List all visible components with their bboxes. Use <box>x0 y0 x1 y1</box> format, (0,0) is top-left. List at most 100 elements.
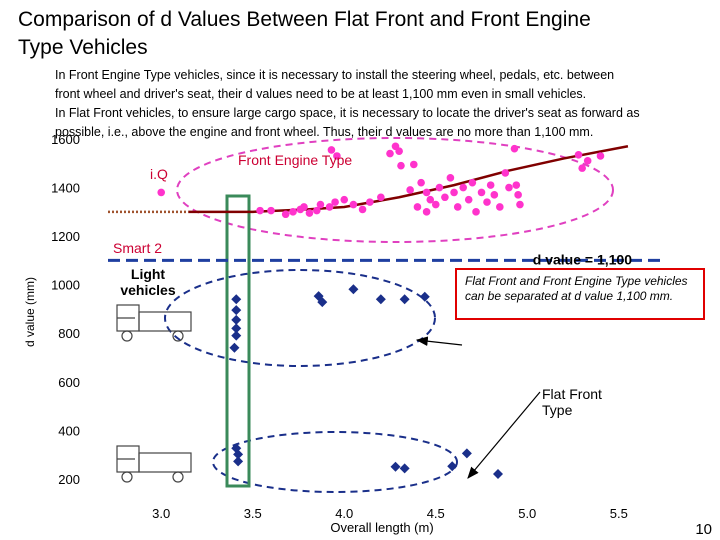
x-tick-label: 3.5 <box>244 506 262 521</box>
page-number: 10 <box>695 521 712 538</box>
circle-point <box>331 198 339 206</box>
y-tick-label: 800 <box>58 326 80 341</box>
title-line: Comparison of d Values Between Flat Fron… <box>18 8 591 31</box>
circle-point <box>490 191 499 199</box>
truck-icon <box>116 445 192 483</box>
circle-point <box>316 200 325 209</box>
y-tick-label: 1200 <box>51 229 80 244</box>
circle-point <box>422 208 431 216</box>
diamond-point <box>399 294 410 305</box>
front-engine-ellipse <box>176 137 614 243</box>
circle-point <box>583 157 592 165</box>
circle-point <box>406 186 414 194</box>
diamond-point <box>231 294 242 305</box>
diamond-point <box>233 456 244 467</box>
circle-point <box>327 146 336 154</box>
circle-point <box>426 195 435 204</box>
diamond-point <box>447 461 458 472</box>
diamond-point <box>492 469 503 480</box>
paragraph-line: front wheel and driver's seat, their d v… <box>55 87 586 101</box>
circle-point <box>464 195 473 204</box>
y-tick-label: 1000 <box>51 278 80 293</box>
circle-point <box>512 181 521 189</box>
circle-point <box>325 203 334 211</box>
y-tick-label: 1600 <box>51 132 80 147</box>
circle-point <box>397 161 405 170</box>
circle-point <box>340 195 349 204</box>
annotation: Flat Front Type <box>542 386 602 418</box>
y-tick-label: 400 <box>58 423 80 438</box>
y-tick-label: 1400 <box>51 181 80 196</box>
slide-title-cont: Type Vehicles <box>18 36 148 59</box>
circle-point <box>409 160 418 169</box>
circle-point <box>435 183 444 192</box>
circle-point <box>472 208 480 216</box>
circle-point <box>578 164 586 172</box>
diamond-point <box>375 294 386 305</box>
circle-point <box>395 147 403 155</box>
x-tick-label: 4.5 <box>427 506 445 521</box>
slide-title: Comparison of d Values Between Flat Fron… <box>18 8 591 31</box>
circle-point <box>267 206 275 215</box>
paragraph-line: In Front Engine Type vehicles, since it … <box>55 68 614 82</box>
circle-point <box>386 149 394 158</box>
circle-point <box>483 198 491 206</box>
diamond-point <box>390 461 401 472</box>
circle-point <box>501 169 510 177</box>
x-tick-label: 4.0 <box>335 506 353 521</box>
circle-point <box>477 188 486 197</box>
circle-point <box>349 200 358 209</box>
circle-point <box>441 193 449 202</box>
circle-point <box>453 203 462 211</box>
annotation: Front Engine Type <box>238 152 353 168</box>
x-tick-label: 5.5 <box>610 506 628 521</box>
circle-point <box>366 198 374 206</box>
truck-icon <box>116 304 192 342</box>
circle-point <box>431 200 440 209</box>
circle-point <box>516 200 524 209</box>
circle-point <box>417 178 425 187</box>
y-axis-label: d value (mm) <box>23 277 37 347</box>
circle-point <box>289 208 297 216</box>
circle-point <box>468 178 477 187</box>
arrow <box>467 391 541 479</box>
circle-point <box>422 188 431 197</box>
annotation: Flat Front and Front Engine Type vehicle… <box>455 268 705 320</box>
diamond-point <box>231 323 242 334</box>
flat-front-ellipse <box>164 269 436 367</box>
circle-point <box>281 210 290 219</box>
diamond-point <box>231 305 242 316</box>
circle-point <box>312 206 321 215</box>
x-axis-label: Overall length (m) <box>330 520 433 535</box>
x-tick-label: 5.0 <box>518 506 536 521</box>
y-tick-label: 200 <box>58 472 80 487</box>
paragraph-line: possible, i.e., above the engine and fro… <box>55 125 593 139</box>
circle-point <box>505 183 513 192</box>
circle-point <box>486 181 495 189</box>
circle-point <box>596 152 605 160</box>
arrow <box>415 336 463 346</box>
circle-point <box>256 206 264 215</box>
kei-box <box>225 194 251 488</box>
circle-point <box>377 193 385 202</box>
circle-point <box>574 150 583 159</box>
annotation: Smart 2 <box>113 240 163 256</box>
annotation: Light vehicles <box>120 266 176 298</box>
circle-point <box>446 174 455 182</box>
diamond-point <box>419 291 430 302</box>
flat-front-ellipse <box>212 431 458 493</box>
diamond-point <box>229 342 240 353</box>
x-tick-label: 3.0 <box>152 506 170 521</box>
circle-point <box>300 203 308 211</box>
diamond-point <box>231 314 242 325</box>
circle-point <box>305 209 314 217</box>
circle-point <box>510 144 519 153</box>
annotation: i.Q <box>150 166 168 182</box>
diamond-point <box>399 463 410 474</box>
diamond-point <box>317 297 328 308</box>
circle-point <box>459 183 468 192</box>
circle-point <box>496 203 504 211</box>
diamond-point <box>461 448 472 459</box>
